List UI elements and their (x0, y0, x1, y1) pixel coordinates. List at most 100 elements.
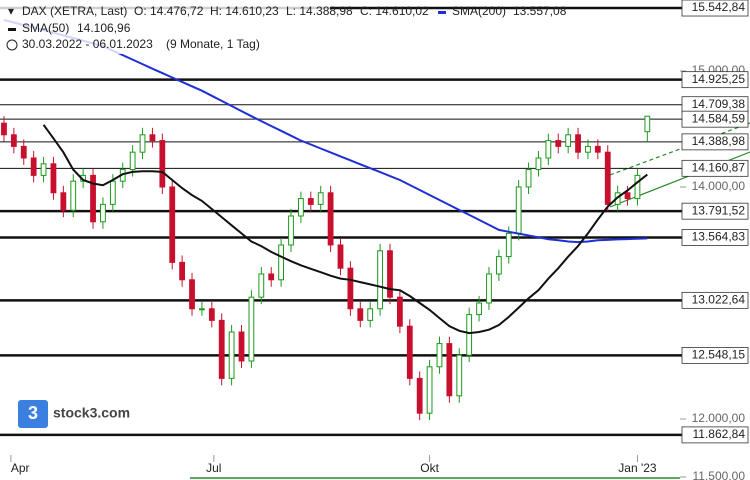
candle-body (199, 308, 205, 311)
candle-body (476, 302, 482, 316)
candle-body (456, 354, 463, 397)
level-box (681, 347, 749, 364)
candle-body (575, 134, 581, 153)
candle-body (159, 140, 166, 188)
candle-body (248, 296, 255, 362)
level-label: 14.160,87 (692, 161, 746, 175)
logo-text: stock3.com (53, 405, 130, 421)
candle-body (337, 244, 344, 269)
candle-body (634, 174, 641, 200)
candle-body (258, 273, 265, 298)
candle-body (90, 174, 96, 223)
candle-body (505, 232, 512, 258)
candle-body (60, 192, 67, 211)
candle-body (604, 151, 611, 205)
candle-body (228, 331, 235, 379)
legend-value: 13.557,08 (513, 4, 567, 18)
logo-digit: 3 (28, 403, 38, 423)
candle-body (30, 157, 37, 176)
candle-body (515, 186, 522, 234)
candle-body (278, 244, 285, 281)
candle-body (50, 163, 57, 194)
header-bg (0, 0, 330, 54)
candle-body (347, 267, 354, 310)
y-tick-label: 11.500,00 (693, 469, 746, 480)
legend-swatch (8, 28, 16, 31)
candle-body (426, 366, 433, 414)
candle-body (396, 296, 403, 327)
clock-icon (6, 39, 18, 51)
candle-body (387, 250, 393, 298)
candle-body (129, 151, 136, 171)
level-box (681, 110, 749, 128)
level-label: 12.548,15 (692, 348, 746, 362)
candle-body (179, 261, 186, 281)
candle-body (565, 134, 572, 147)
candle-body (486, 273, 492, 304)
candle-body (208, 308, 215, 321)
candle-body (189, 279, 195, 310)
candle-body (535, 157, 542, 171)
candle-body (307, 198, 314, 205)
candle-body (1, 122, 7, 136)
candle-body (594, 145, 601, 153)
candle-body (149, 134, 156, 142)
level-label: 11.862,84 (693, 427, 746, 441)
level-box (681, 159, 749, 177)
instrument: DAX (XETRA, Last) (22, 4, 127, 18)
legend-value: 14.106,96 (77, 21, 131, 35)
candle-body (20, 145, 27, 159)
ohlc-close: C: 14.610,02 (360, 4, 429, 18)
candle-body (406, 325, 413, 379)
level-box (681, 71, 749, 89)
level-box (681, 133, 749, 151)
candle-body (357, 308, 364, 321)
candle-body (218, 319, 225, 379)
candle-body (555, 140, 562, 147)
candle-body (466, 314, 473, 356)
trend-line-dashed (609, 122, 750, 176)
candle-body (585, 145, 591, 153)
level-box (681, 291, 749, 309)
candle-body (525, 169, 532, 188)
candle-body (139, 134, 146, 153)
candle-body (238, 331, 245, 362)
candle-body (169, 186, 176, 263)
candle-body (446, 343, 453, 397)
indicator-line (42, 124, 648, 335)
candle-body (288, 215, 294, 246)
level-label: 14.388,98 (692, 134, 746, 148)
candle-body (416, 377, 423, 414)
candle-body (40, 163, 47, 176)
candle-body (377, 250, 383, 310)
level-label: 15.542,84 (692, 0, 746, 14)
level-box (681, 0, 749, 17)
level-box (681, 202, 749, 220)
candle-body (624, 192, 631, 200)
candle-body (70, 180, 77, 211)
legend-swatch (438, 11, 446, 14)
candle-body (436, 343, 443, 368)
level-label: 14.925,25 (692, 72, 746, 86)
x-tick-label: Jul (206, 461, 221, 475)
legend-name: SMA(50) (22, 21, 69, 35)
candle-body (109, 180, 116, 205)
candle-body (367, 308, 374, 321)
legend-name: SMA(200) (452, 4, 506, 18)
ohlc-low: L: 14.388,98 (286, 4, 353, 18)
candle-body (495, 256, 502, 275)
candle-body (545, 140, 552, 159)
y-tick-label: 14.000,00 (692, 179, 746, 193)
ohlc-high: H: 14.610,23 (210, 4, 279, 18)
range-note: (9 Monate, 1 Tag) (166, 37, 260, 51)
ohlc-open: O: 14.476,72 (134, 4, 204, 18)
candle-body (10, 134, 17, 147)
toggle: ▾ (8, 4, 14, 18)
candle-body (298, 198, 304, 217)
logo-mark (18, 400, 48, 428)
y-tick-label: 12.000,00 (692, 411, 746, 425)
candle-body (268, 273, 275, 281)
level-label: 14.709,38 (692, 97, 746, 111)
x-tick-label: Okt (420, 461, 439, 475)
